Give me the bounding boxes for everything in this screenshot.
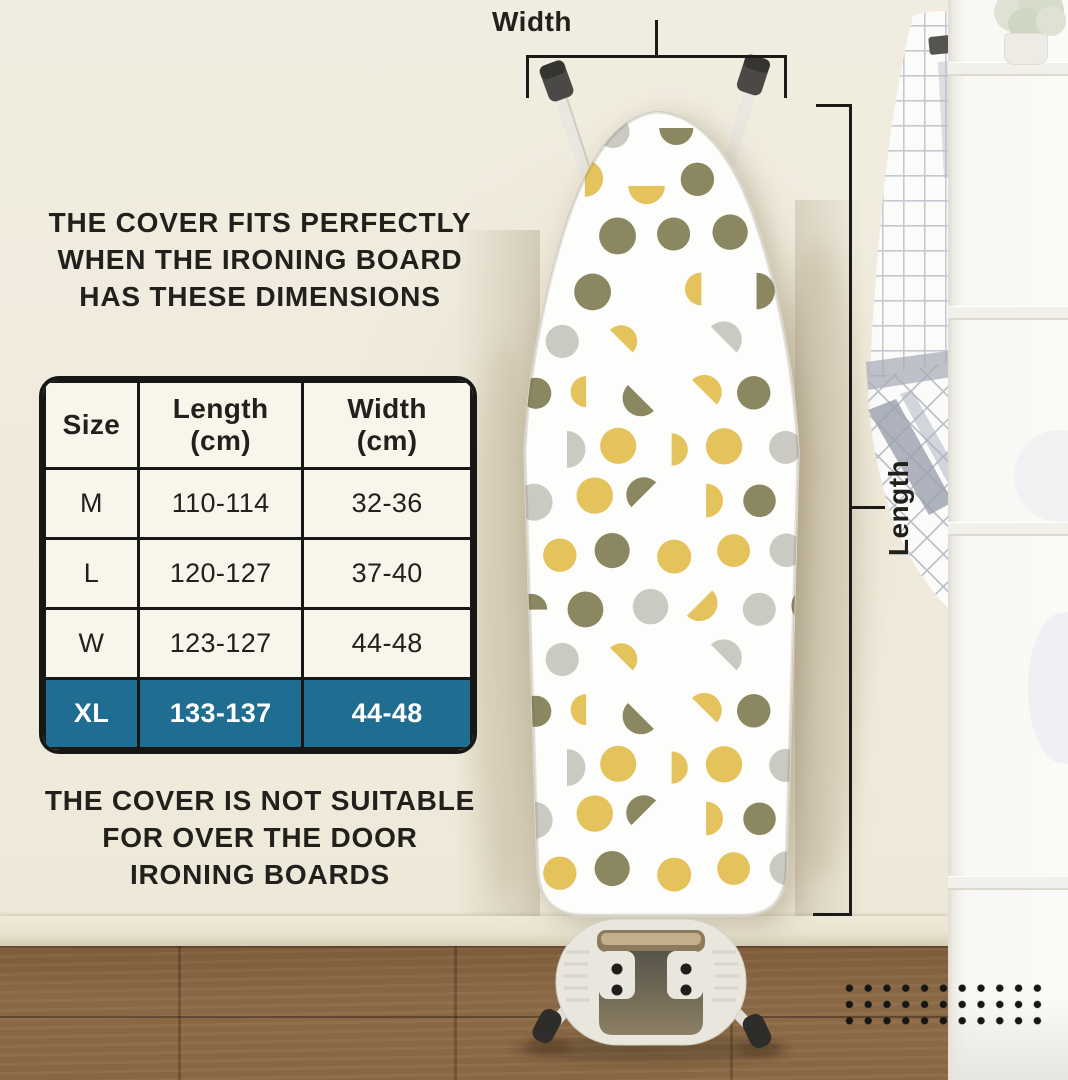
table-row-highlighted: XL 133-137 44-48 [43, 677, 473, 750]
leg-foot-cap [736, 54, 770, 96]
towel-clip [928, 35, 952, 55]
length-dimension-line [849, 105, 852, 916]
footnote-line: IRONING BOARDS [129, 859, 391, 890]
width-dimension-stem [655, 20, 658, 57]
cell-size: W [43, 607, 140, 680]
cell-length: 120-127 [136, 537, 305, 610]
width-dimension-tick [526, 55, 529, 98]
width-dimension-label: Width [492, 6, 572, 37]
headline-line: HAS THESE DIMENSIONS [79, 281, 441, 312]
length-dimension-tick [813, 913, 852, 916]
shelf-board [948, 306, 1068, 320]
footnote-line: FOR OVER THE DOOR [102, 822, 418, 853]
length-dimension-midtick [852, 506, 885, 509]
column-header-width: Width (cm) [301, 380, 473, 470]
base-screws [611, 963, 692, 996]
shelf-board [948, 522, 1068, 536]
shelf-board [948, 62, 1068, 76]
headline: THE COVER FITS PERFECTLY WHEN THE IRONIN… [14, 204, 506, 315]
length-dimension-label: Length [883, 459, 914, 557]
cell-size: L [43, 537, 140, 610]
cell-size: XL [43, 677, 140, 750]
cell-width: 44-48 [301, 677, 473, 750]
baseboard [0, 916, 952, 948]
length-dimension-tick [816, 104, 852, 107]
footnote: THE COVER IS NOT SUITABLE FOR OVER THE D… [14, 782, 506, 893]
width-dimension-tick [784, 55, 787, 98]
table-row: L 120-127 37-40 [43, 537, 473, 610]
cell-length: 123-127 [136, 607, 305, 680]
cell-width: 37-40 [301, 537, 473, 610]
cell-width: 44-48 [301, 607, 473, 680]
wood-floor [0, 946, 952, 1080]
table-row: W 123-127 44-48 [43, 607, 473, 680]
cell-length: 133-137 [136, 677, 305, 750]
leg-foot-cap [539, 60, 574, 102]
headline-line: WHEN THE IRONING BOARD [57, 244, 463, 275]
table-row: M 110-114 32-36 [43, 467, 473, 540]
shelf-board [948, 876, 1068, 890]
column-header-length: Length (cm) [136, 380, 305, 470]
size-table: Size Length (cm) Width (cm) M 11 [39, 376, 477, 754]
table-header-row: Size Length (cm) Width (cm) [43, 380, 473, 470]
cell-size: M [43, 467, 140, 540]
cell-width: 32-36 [301, 467, 473, 540]
width-dimension-line [526, 55, 787, 58]
column-header-size: Size [43, 380, 140, 470]
dots-pattern-decoration [840, 980, 1047, 1029]
cell-length: 110-114 [136, 467, 305, 540]
shelf-unit [948, 0, 1068, 1080]
board-cover [523, 110, 800, 917]
headline-line: THE COVER FITS PERFECTLY [48, 207, 472, 238]
plant-pot [1004, 33, 1048, 65]
board-base [532, 918, 772, 1049]
footnote-line: THE COVER IS NOT SUITABLE [44, 785, 476, 816]
